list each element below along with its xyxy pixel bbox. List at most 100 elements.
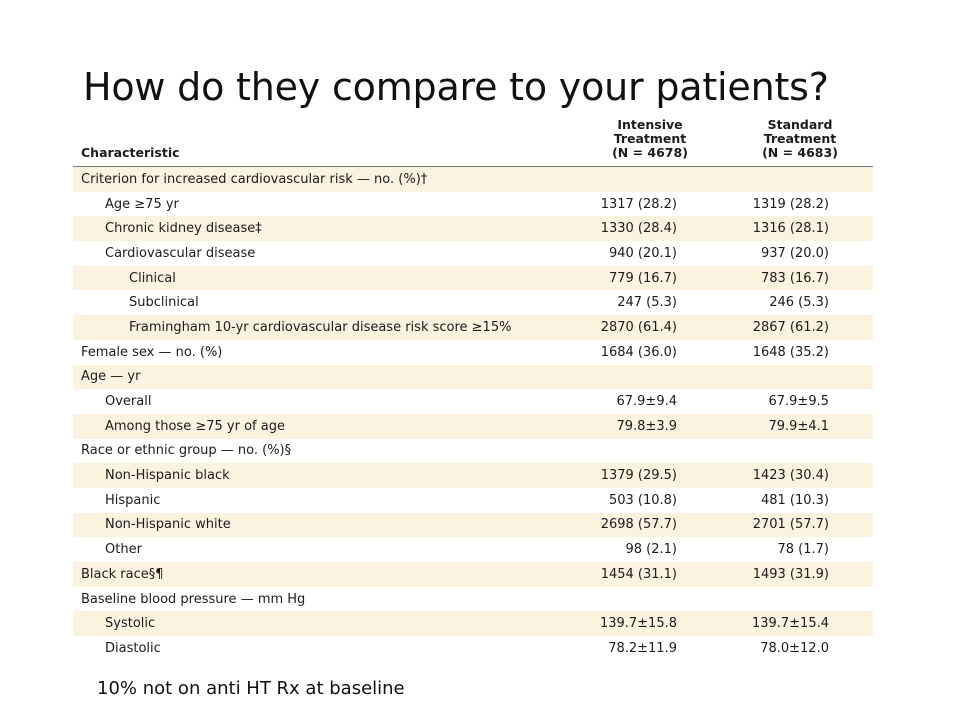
row-intensive-cell xyxy=(573,438,723,464)
intensive-value: 98 (2.1) xyxy=(625,542,678,558)
row-intensive-cell: 2698 (57.7) xyxy=(573,512,723,538)
intensive-value: 940 (20.1) xyxy=(608,245,677,261)
intensive-value: 79.8±3.9 xyxy=(616,418,677,434)
row-characteristic-label: Framingham 10-yr cardiovascular disease … xyxy=(73,315,573,340)
intensive-value: 503 (10.8) xyxy=(608,492,677,508)
row-intensive-cell: 79.8±3.9 xyxy=(573,413,723,439)
row-intensive-cell xyxy=(573,364,723,390)
row-characteristic-label: Overall xyxy=(73,389,573,414)
row-standard-cell: 2701 (57.7) xyxy=(723,512,873,538)
header-standard-treatment: Standard Treatment (N = 4683) xyxy=(723,118,873,167)
intensive-value: 1454 (31.1) xyxy=(600,566,677,582)
row-intensive-cell: 247 (5.3) xyxy=(573,290,723,316)
standard-value: 67.9±9.5 xyxy=(768,394,829,410)
row-standard-cell: 1493 (31.9) xyxy=(723,562,873,587)
row-standard-cell: 783 (16.7) xyxy=(723,265,873,291)
standard-value: 78.0±12.0 xyxy=(760,640,829,656)
table-row: Black race§¶ 1454 (31.1) 1493 (31.9) xyxy=(73,562,873,587)
row-standard-cell xyxy=(723,438,873,464)
standard-value: 1423 (30.4) xyxy=(752,468,829,484)
intensive-value: 2870 (61.4) xyxy=(600,319,677,335)
row-standard-cell: 2867 (61.2) xyxy=(723,315,873,340)
standard-value: 2867 (61.2) xyxy=(752,319,829,335)
header-intensive-n: (N = 4678) xyxy=(612,145,688,160)
row-characteristic-label: Diastolic xyxy=(73,636,573,661)
slide-title: How do they compare to your patients? xyxy=(83,65,829,109)
intensive-value: 67.9±9.4 xyxy=(616,394,677,410)
table-row: Race or ethnic group — no. (%)§ xyxy=(73,438,873,464)
table-row: Baseline blood pressure — mm Hg xyxy=(73,586,873,612)
row-standard-cell: 139.7±15.4 xyxy=(723,611,873,637)
row-characteristic-label: Other xyxy=(73,537,573,562)
row-intensive-cell: 1379 (29.5) xyxy=(573,463,723,488)
standard-value: 78 (1.7) xyxy=(777,542,830,558)
row-intensive-cell: 503 (10.8) xyxy=(573,487,723,513)
row-characteristic-label: Among those ≥75 yr of age xyxy=(73,413,573,439)
table-row: Clinical 779 (16.7) 783 (16.7) xyxy=(73,265,873,291)
intensive-value: 78.2±11.9 xyxy=(608,640,677,656)
intensive-value: 779 (16.7) xyxy=(608,270,677,286)
standard-value: 1316 (28.1) xyxy=(752,221,829,237)
row-characteristic-label: Cardiovascular disease xyxy=(73,241,573,266)
row-characteristic-label: Systolic xyxy=(73,611,573,637)
table-row: Systolic 139.7±15.8 139.7±15.4 xyxy=(73,611,873,637)
table-row: Age — yr xyxy=(73,364,873,390)
header-intensive-label: Intensive Treatment xyxy=(613,117,687,146)
row-intensive-cell: 1454 (31.1) xyxy=(573,562,723,587)
header-characteristic: Characteristic xyxy=(73,118,573,167)
row-standard-cell: 1319 (28.2) xyxy=(723,191,873,217)
row-characteristic-label: Criterion for increased cardiovascular r… xyxy=(73,166,573,192)
standard-value: 1493 (31.9) xyxy=(752,566,829,582)
row-characteristic-label: Race or ethnic group — no. (%)§ xyxy=(73,438,573,464)
intensive-value: 247 (5.3) xyxy=(617,295,677,311)
row-characteristic-label: Age — yr xyxy=(73,364,573,390)
row-characteristic-label: Subclinical xyxy=(73,290,573,316)
table-row: Hispanic 503 (10.8) 481 (10.3) xyxy=(73,487,873,513)
row-standard-cell: 78 (1.7) xyxy=(723,537,873,562)
table-row: Framingham 10-yr cardiovascular disease … xyxy=(73,315,873,340)
row-characteristic-label: Non-Hispanic black xyxy=(73,463,573,488)
table-row: Overall 67.9±9.4 67.9±9.5 xyxy=(73,389,873,414)
intensive-value: 1379 (29.5) xyxy=(600,468,677,484)
row-intensive-cell xyxy=(573,166,723,192)
standard-value: 139.7±15.4 xyxy=(751,616,829,632)
row-standard-cell: 1316 (28.1) xyxy=(723,216,873,242)
intensive-value: 2698 (57.7) xyxy=(600,517,677,533)
row-characteristic-label: Black race§¶ xyxy=(73,562,573,587)
table-row: Among those ≥75 yr of age 79.8±3.9 79.9±4.… xyxy=(73,413,873,439)
row-standard-cell: 1423 (30.4) xyxy=(723,463,873,488)
intensive-value: 1330 (28.4) xyxy=(600,221,677,237)
row-standard-cell: 79.9±4.1 xyxy=(723,413,873,439)
row-intensive-cell: 1317 (28.2) xyxy=(573,191,723,217)
table-row: Chronic kidney disease‡ 1330 (28.4) 1316 (… xyxy=(73,216,873,242)
intensive-value: 1317 (28.2) xyxy=(600,196,677,212)
standard-value: 2701 (57.7) xyxy=(752,517,829,533)
table-row: Other 98 (2.1) 78 (1.7) xyxy=(73,537,873,562)
standard-value: 481 (10.3) xyxy=(760,492,829,508)
row-standard-cell: 481 (10.3) xyxy=(723,487,873,513)
standard-value: 1319 (28.2) xyxy=(752,196,829,212)
table-body: Criterion for increased cardiovascular r… xyxy=(73,166,873,661)
intensive-value: 1684 (36.0) xyxy=(600,344,677,360)
slide-footnote: 10% not on anti HT Rx at baseline xyxy=(97,678,405,699)
header-standard-label: Standard Treatment xyxy=(763,117,837,146)
table-row: Female sex — no. (%) 1684 (36.0) 1648 (35.… xyxy=(73,339,873,365)
row-standard-cell: 1648 (35.2) xyxy=(723,339,873,365)
standard-value: 1648 (35.2) xyxy=(752,344,829,360)
row-intensive-cell xyxy=(573,586,723,612)
row-characteristic-label: Hispanic xyxy=(73,487,573,513)
table-row: Subclinical 247 (5.3) 246 (5.3) xyxy=(73,290,873,316)
row-intensive-cell: 2870 (61.4) xyxy=(573,315,723,340)
row-characteristic-label: Female sex — no. (%) xyxy=(73,339,573,365)
header-standard-n: (N = 4683) xyxy=(762,145,838,160)
standard-value: 937 (20.0) xyxy=(760,245,829,261)
row-characteristic-label: Baseline blood pressure — mm Hg xyxy=(73,586,573,612)
row-intensive-cell: 779 (16.7) xyxy=(573,265,723,291)
table-header-row: Characteristic Intensive Treatment (N = … xyxy=(73,118,873,167)
table-row: Age ≥75 yr 1317 (28.2) 1319 (28.2) xyxy=(73,191,873,217)
table-row: Non-Hispanic white 2698 (57.7) 2701 (57.7) xyxy=(73,512,873,538)
table-row: Non-Hispanic black 1379 (29.5) 1423 (30.4) xyxy=(73,463,873,488)
intensive-value: 139.7±15.8 xyxy=(599,616,677,632)
header-intensive-treatment: Intensive Treatment (N = 4678) xyxy=(573,118,723,167)
row-standard-cell xyxy=(723,166,873,192)
